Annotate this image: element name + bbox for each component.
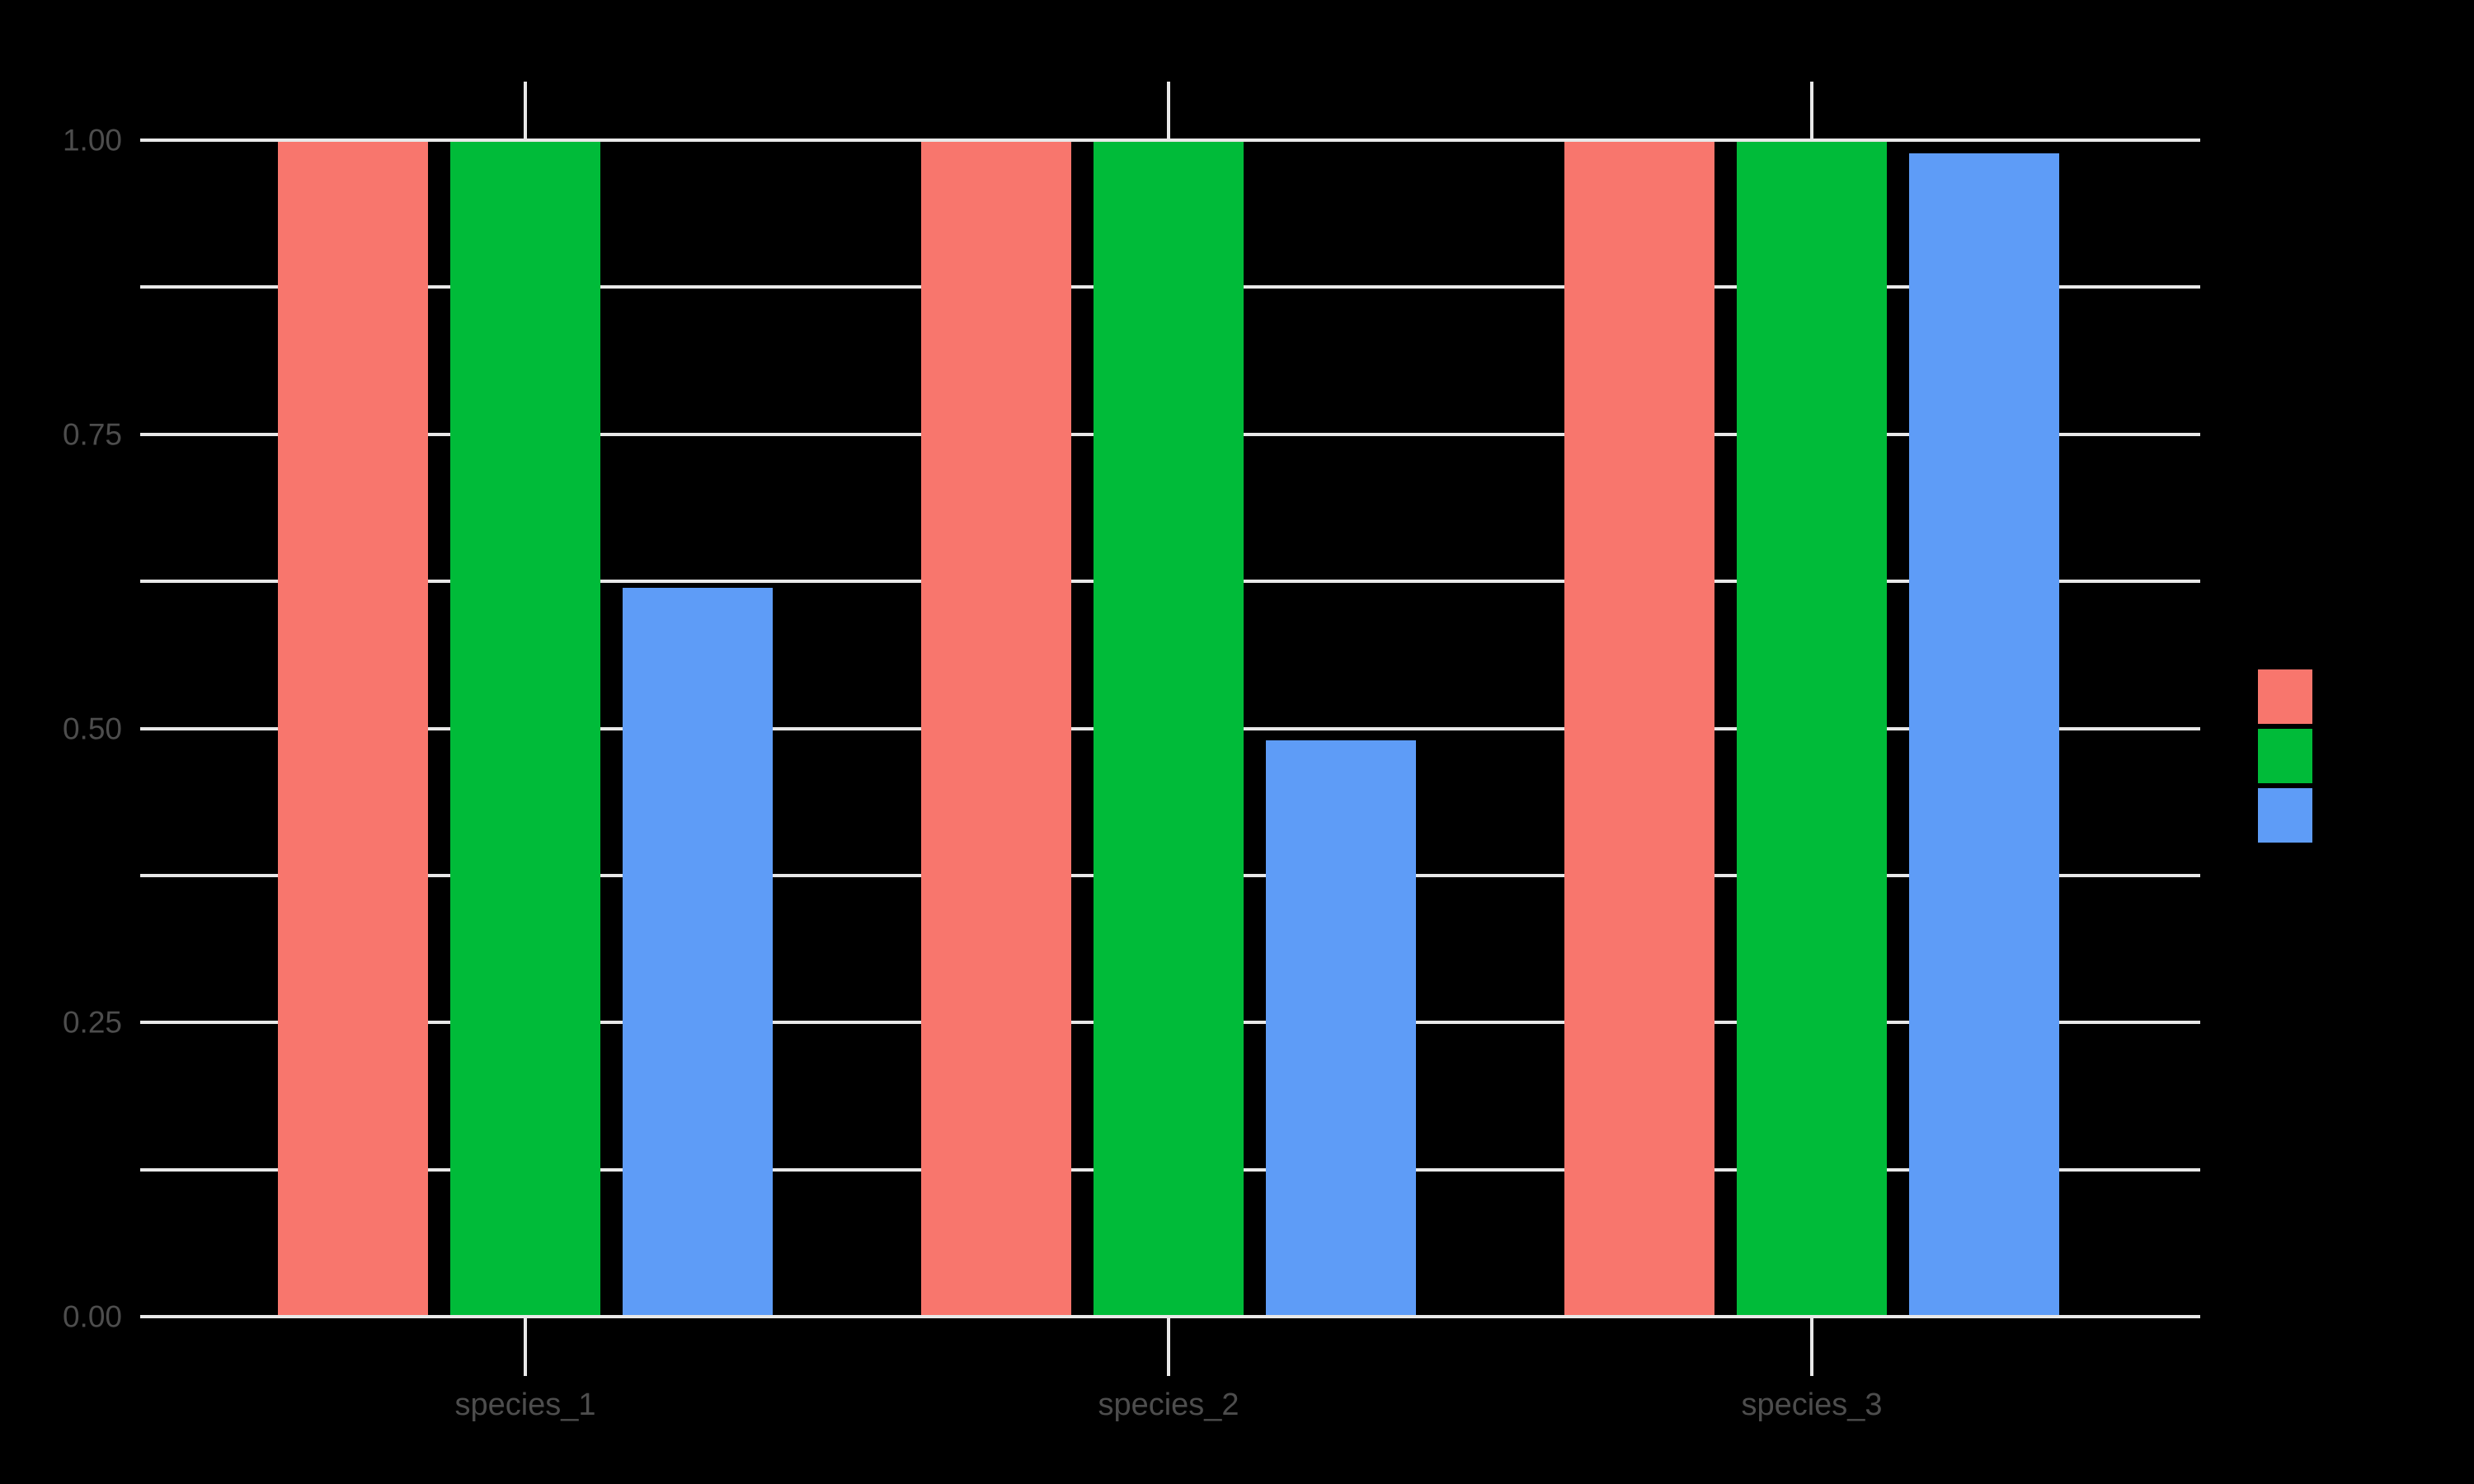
bar-species_1-series1: [278, 142, 428, 1315]
bar-species_2-series1: [921, 142, 1071, 1315]
y-axis-tick-label-0.00: 0.00: [62, 1299, 122, 1334]
bar-species_2-series3: [1266, 740, 1416, 1315]
x-axis-category-label-species_2: species_2: [1098, 1388, 1239, 1422]
gridline-y-0: [140, 1315, 2200, 1318]
legend-swatch-3: [2258, 788, 2312, 843]
x-tick-bottom-species_3: [1810, 1318, 1813, 1376]
y-axis-tick-label-1.00: 1.00: [62, 123, 122, 157]
gridline-y-1: [140, 139, 2200, 142]
x-tick-bottom-species_1: [524, 1318, 527, 1376]
bar-species_3-series1: [1564, 142, 1714, 1315]
x-tick-bottom-species_2: [1167, 1318, 1170, 1376]
x-axis-category-label-species_3: species_3: [1741, 1388, 1883, 1422]
x-tick-top-species_1: [524, 82, 527, 139]
x-tick-top-species_3: [1810, 82, 1813, 139]
y-axis-tick-label-0.75: 0.75: [62, 417, 122, 452]
bar-species_2-series2: [1094, 142, 1244, 1315]
bar-species_1-series3: [623, 587, 773, 1315]
bar-species_3-series2: [1737, 142, 1887, 1315]
legend-swatch-2: [2258, 729, 2312, 783]
bar-species_3-series3: [1909, 153, 2059, 1315]
bar-species_1-series2: [450, 142, 600, 1315]
y-axis-tick-label-0.25: 0.25: [62, 1005, 122, 1040]
x-tick-top-species_2: [1167, 82, 1170, 139]
legend-swatch-1: [2258, 669, 2312, 724]
x-axis-category-label-species_1: species_1: [454, 1388, 596, 1422]
y-axis-tick-label-0.50: 0.50: [62, 711, 122, 745]
